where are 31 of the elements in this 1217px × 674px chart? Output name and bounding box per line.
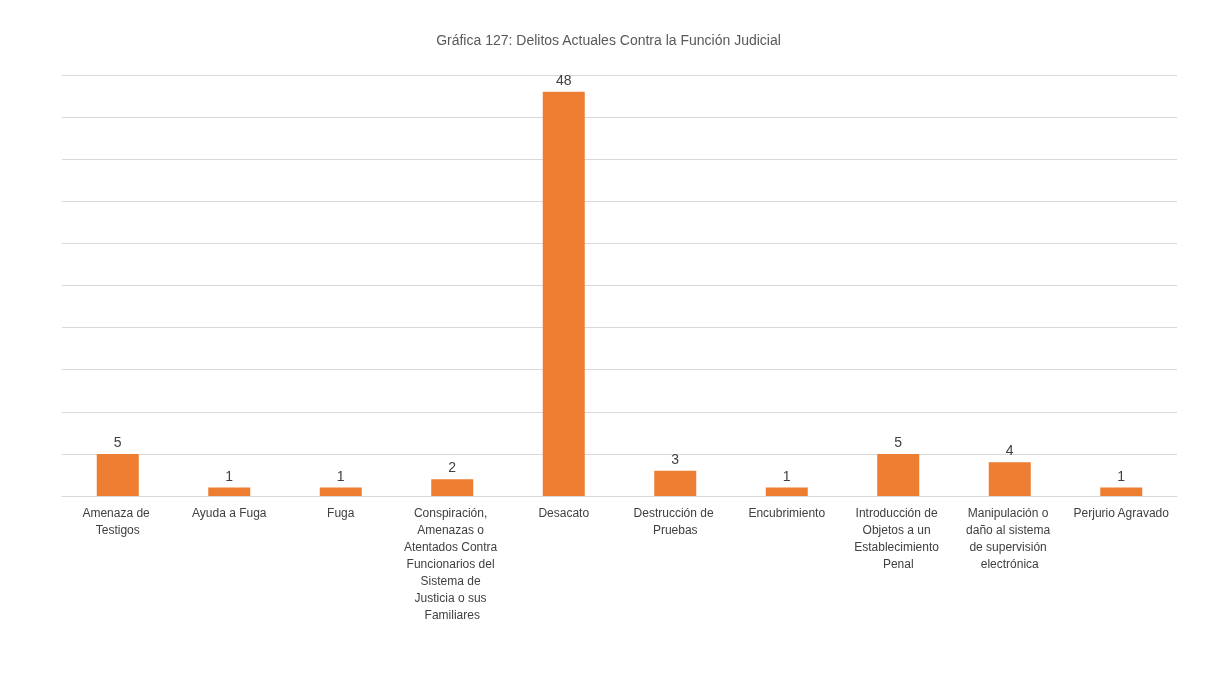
chart-title: Gráfica 127: Delitos Actuales Contra la Función Judicial xyxy=(436,32,781,48)
bar xyxy=(96,453,139,496)
x-tick-label: Destrucción de Pruebas xyxy=(633,505,717,537)
data-label: 2 xyxy=(448,459,457,476)
x-tick-label: Manipulación o daño al sistema de supervisión electrónica xyxy=(966,505,1054,571)
bar xyxy=(988,462,1031,496)
data-label: 5 xyxy=(894,433,903,450)
x-tick-label: Amenaza de Testigos xyxy=(82,505,154,537)
data-label: 48 xyxy=(555,71,572,88)
x-tick-label: Desacato xyxy=(538,505,590,520)
bar xyxy=(431,479,474,496)
x-tick-label: Perjurio Agravado xyxy=(1073,505,1170,520)
data-label: 3 xyxy=(671,450,680,467)
x-tick-label: Fuga xyxy=(327,505,355,520)
data-label: 1 xyxy=(225,467,234,484)
bar xyxy=(208,487,251,496)
data-label: 5 xyxy=(113,433,122,450)
bar xyxy=(1100,487,1143,496)
bar xyxy=(877,453,920,496)
data-label: 4 xyxy=(1005,442,1014,459)
x-tick-label: Encubrimiento xyxy=(748,505,826,520)
x-tick-label: Ayuda a Fuga xyxy=(191,505,267,520)
bar xyxy=(765,487,808,496)
data-label: 1 xyxy=(1117,467,1126,484)
bar xyxy=(319,487,362,496)
bar xyxy=(654,470,697,496)
bar xyxy=(542,91,585,496)
x-tick-label: Introducción de Objetos a un Establecimiento Penal xyxy=(854,505,943,571)
data-label: 1 xyxy=(336,467,345,484)
x-tick-label: Conspiración, Amenazas o Atentados Contra Funcionarios del Sistema de Justicia o sus Familiares xyxy=(403,505,501,622)
data-label: 1 xyxy=(782,467,791,484)
